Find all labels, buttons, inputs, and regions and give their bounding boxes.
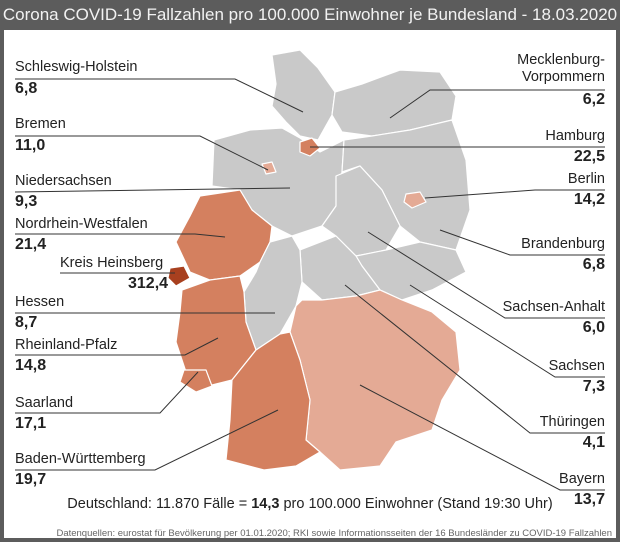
leader-line xyxy=(439,229,605,256)
value-kreis-heinsberg: 312,4 xyxy=(128,275,169,292)
value-thueringen: 4,1 xyxy=(582,434,605,451)
label-saarland: Saarland xyxy=(15,395,74,411)
label-hamburg: Hamburg xyxy=(545,128,605,144)
value-sachsen: 7,3 xyxy=(582,378,605,395)
national-summary: Deutschland: 11.870 Fälle = 14,3 pro 100… xyxy=(0,496,620,512)
state-bremen[interactable] xyxy=(261,161,277,175)
value-baden-wuerttemberg: 19,7 xyxy=(15,471,47,488)
label-kreis-heinsberg: Kreis Heinsberg xyxy=(60,255,164,271)
leader-line xyxy=(344,284,605,434)
state-baden-wuerttemberg[interactable] xyxy=(225,331,321,471)
value-hessen: 8,7 xyxy=(15,314,38,331)
page-title: Corona COVID-19 Fallzahlen pro 100.000 E… xyxy=(0,0,620,30)
value-schleswig-holstein: 6,8 xyxy=(15,80,38,97)
label-brandenburg: Brandenburg xyxy=(521,236,605,252)
label-sachsen: Sachsen xyxy=(548,358,605,374)
label-sachsen-anhalt: Sachsen-Anhalt xyxy=(502,299,605,315)
label-bayern: Bayern xyxy=(559,471,605,487)
state-bayern[interactable] xyxy=(289,289,461,471)
leader-line xyxy=(15,371,199,414)
leader-line xyxy=(15,78,304,113)
label-nordrhein-westfalen: Nordrhein-Westfalen xyxy=(15,216,148,232)
leader-line xyxy=(15,135,269,171)
label-rheinland-pfalz: Rheinland-Pfalz xyxy=(15,337,118,353)
leader-line xyxy=(15,337,219,356)
leader-line xyxy=(367,231,605,319)
label-mecklenburg-vorpommern: Mecklenburg- Vorpommern xyxy=(517,52,605,85)
label-thueringen: Thüringen xyxy=(539,414,605,430)
value-bayern: 13,7 xyxy=(573,491,605,508)
value-berlin: 14,2 xyxy=(573,191,605,208)
state-berlin[interactable] xyxy=(403,191,427,209)
leader-line xyxy=(424,189,605,199)
state-saarland[interactable] xyxy=(179,369,213,393)
value-bremen: 11,0 xyxy=(15,137,46,154)
leader-line xyxy=(14,187,291,193)
leader-line xyxy=(409,284,605,378)
label-niedersachsen: Niedersachsen xyxy=(15,173,112,189)
district-kreis-heinsberg[interactable] xyxy=(167,265,191,287)
leader-line xyxy=(389,89,605,119)
leader-line xyxy=(359,384,605,491)
label-berlin: Berlin xyxy=(567,171,605,187)
data-source-note: Datenquellen: eurostat für Bevölkerung p… xyxy=(56,528,612,539)
value-rheinland-pfalz: 14,8 xyxy=(15,357,47,374)
value-brandenburg: 6,8 xyxy=(582,256,605,273)
value-mecklenburg-vorpommern: 6,2 xyxy=(582,91,605,108)
value-nordrhein-westfalen: 21,4 xyxy=(15,236,47,253)
summary-rate: 14,3 xyxy=(251,496,280,512)
leader-line xyxy=(15,409,279,471)
state-schleswig-holstein[interactable] xyxy=(271,49,336,141)
value-niedersachsen: 9,3 xyxy=(15,193,38,210)
label-bremen: Bremen xyxy=(15,116,66,132)
summary-prefix: Deutschland: 11.870 Fälle = xyxy=(67,496,252,512)
value-hamburg: 22,5 xyxy=(573,148,605,165)
value-saarland: 17,1 xyxy=(15,415,47,432)
label-baden-wuerttemberg: Baden-Württemberg xyxy=(15,451,146,467)
label-schleswig-holstein: Schleswig-Holstein xyxy=(15,59,138,75)
value-sachsen-anhalt: 6,0 xyxy=(582,319,605,336)
leader-lines xyxy=(14,78,605,491)
leader-line xyxy=(15,233,226,238)
state-nordrhein-westfalen[interactable] xyxy=(175,189,273,281)
label-hessen: Hessen xyxy=(15,294,65,310)
summary-suffix: pro 100.000 Einwohner (Stand 19:30 Uhr) xyxy=(279,496,553,512)
